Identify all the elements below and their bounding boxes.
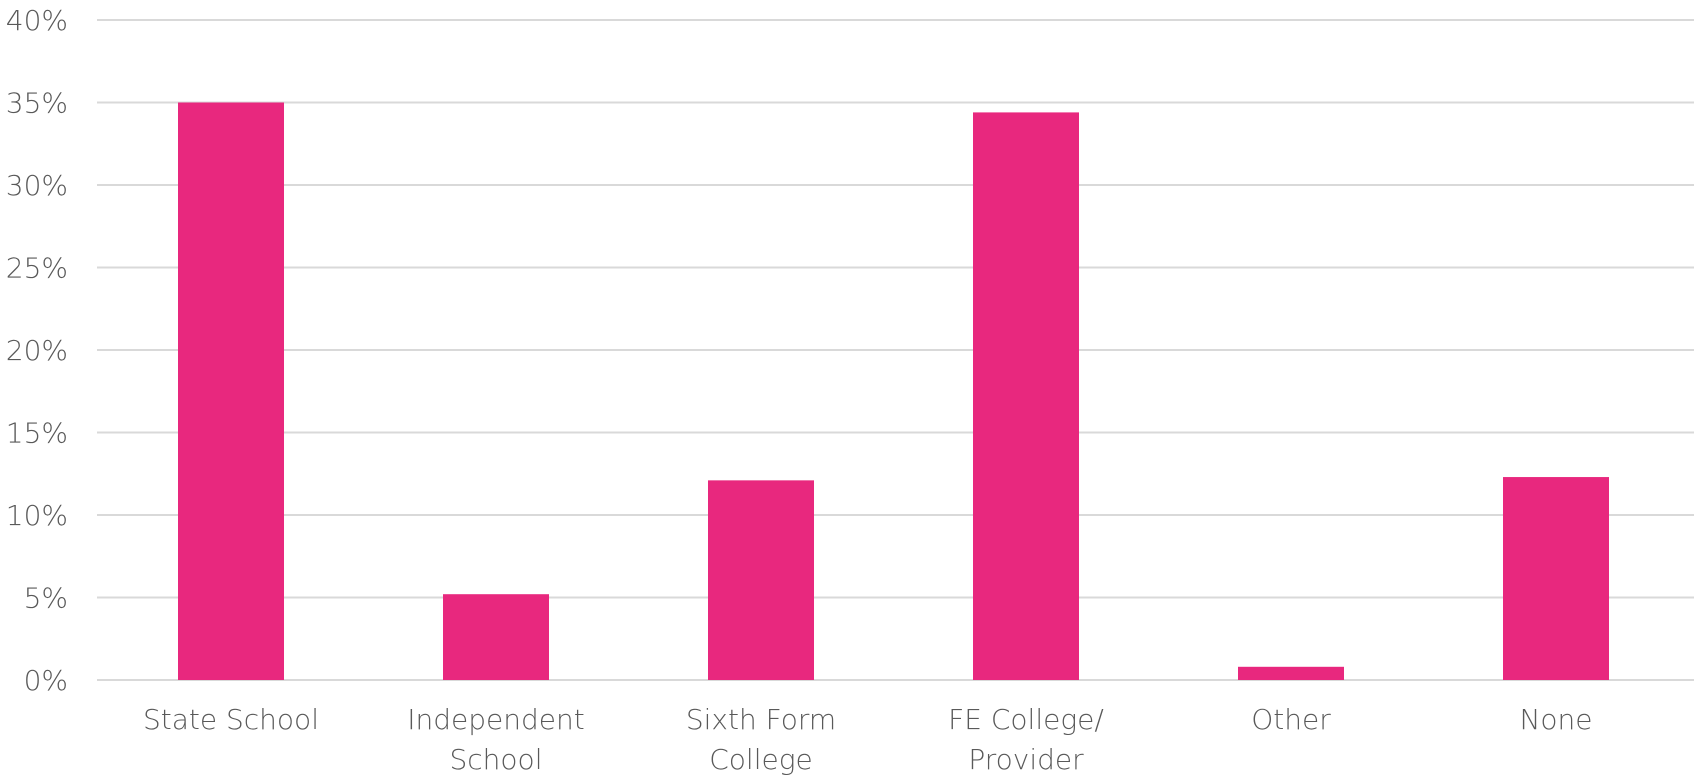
y-tick-label: 40% (6, 4, 68, 37)
bar (973, 112, 1079, 680)
y-tick-label: 30% (6, 169, 68, 202)
y-tick-label: 25% (6, 252, 68, 285)
x-axis-category-labels: State School Independent School Sixth Form C… (143, 703, 1593, 776)
y-tick-label: 15% (6, 417, 68, 450)
bar (1238, 666, 1344, 680)
bar (178, 102, 284, 680)
y-tick-label: 5% (24, 582, 68, 615)
x-category-label: Sixth Form (686, 703, 836, 736)
bar (1503, 477, 1609, 680)
x-category-label: School (450, 743, 543, 776)
y-axis-tick-labels: 0% 5% 10% 15% 20% 25% 30% 35% 40% (6, 4, 68, 697)
y-tick-label: 10% (6, 499, 68, 532)
x-category-label: College (709, 743, 813, 776)
y-tick-label: 0% (24, 664, 68, 697)
gridlines (97, 19, 1694, 681)
x-category-label: Other (1251, 703, 1331, 736)
x-category-label: Independent (407, 703, 584, 736)
x-category-label: FE College/ (948, 703, 1104, 736)
bars (178, 102, 1609, 680)
x-category-label: State School (143, 703, 319, 736)
y-tick-label: 35% (6, 87, 68, 120)
bar (708, 480, 814, 680)
x-category-label: None (1519, 703, 1592, 736)
x-category-label: Provider (968, 743, 1084, 776)
bar (443, 594, 549, 680)
y-tick-label: 20% (6, 334, 68, 367)
